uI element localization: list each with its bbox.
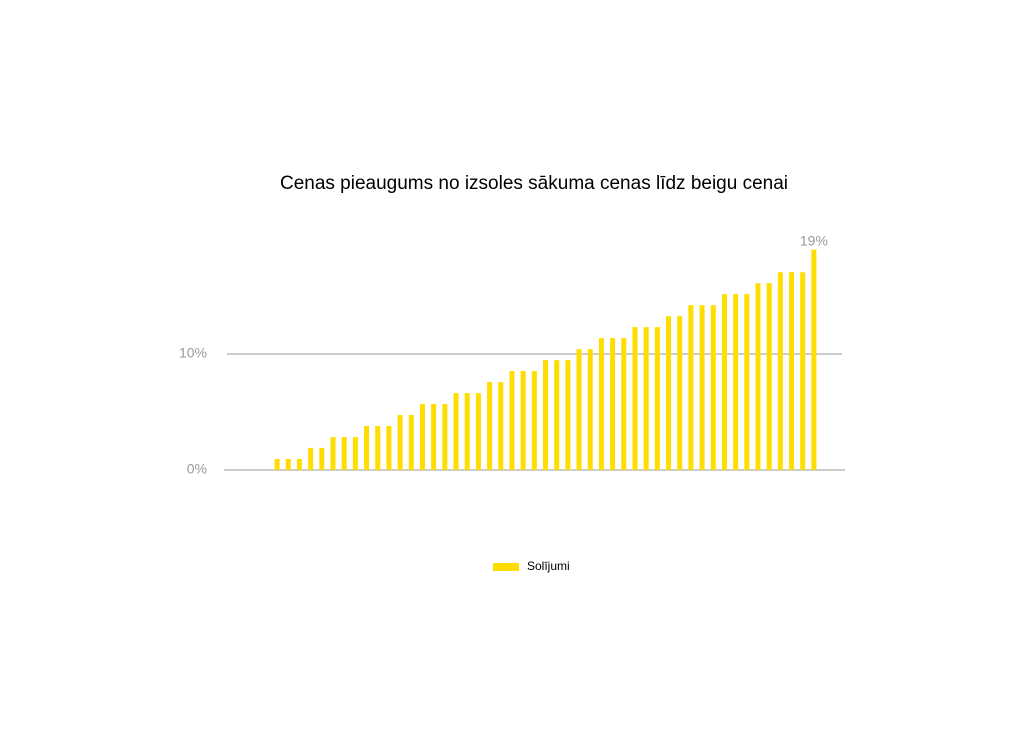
- bar: [554, 360, 560, 470]
- bar: [610, 338, 616, 470]
- bar: [744, 294, 750, 470]
- bar: [285, 458, 291, 470]
- y-tick-label: 10%: [179, 345, 207, 361]
- legend-swatch: [493, 563, 519, 571]
- bar: [330, 437, 336, 470]
- bar: [677, 316, 683, 470]
- bar: [364, 426, 370, 470]
- chart-title: Cenas pieaugums no izsoles sākuma cenas …: [280, 173, 788, 194]
- bar: [498, 382, 504, 470]
- bar: [576, 349, 582, 470]
- bar: [543, 360, 548, 470]
- bar: [453, 393, 459, 470]
- bar: [621, 338, 627, 470]
- bar: [319, 447, 325, 470]
- bar: [375, 426, 381, 470]
- bar: [800, 272, 806, 470]
- bar: [386, 426, 392, 470]
- bar: [341, 437, 347, 470]
- bar: [777, 272, 783, 470]
- bar: [654, 327, 660, 470]
- bar: [509, 371, 515, 470]
- bar: [531, 371, 537, 470]
- bar: [419, 404, 425, 470]
- bar: [408, 415, 414, 470]
- bar: [755, 283, 761, 470]
- bar: [699, 305, 705, 470]
- bar: [464, 393, 470, 470]
- bar: [296, 458, 302, 470]
- bar: [442, 404, 448, 470]
- bar: [352, 437, 358, 470]
- bar: [733, 294, 739, 470]
- bar: [397, 415, 403, 470]
- bar: [587, 349, 593, 470]
- bar: [431, 404, 437, 470]
- legend-label: Solījumi: [527, 559, 570, 573]
- bar: [721, 294, 727, 470]
- data-label: 19%: [800, 232, 828, 248]
- bar: [487, 382, 493, 470]
- bar: [666, 316, 672, 470]
- bar: [710, 305, 716, 470]
- bar: [688, 305, 694, 470]
- bar: [520, 371, 526, 470]
- bar: [565, 360, 571, 470]
- y-tick-label: 0%: [187, 461, 207, 477]
- bar: [308, 447, 314, 470]
- bar: [632, 327, 638, 470]
- bar: [766, 283, 772, 470]
- bar: [811, 249, 817, 470]
- bar: [643, 327, 649, 470]
- bar: [789, 272, 795, 470]
- bar: [274, 458, 280, 470]
- bar: [475, 393, 481, 470]
- bar: [598, 338, 604, 470]
